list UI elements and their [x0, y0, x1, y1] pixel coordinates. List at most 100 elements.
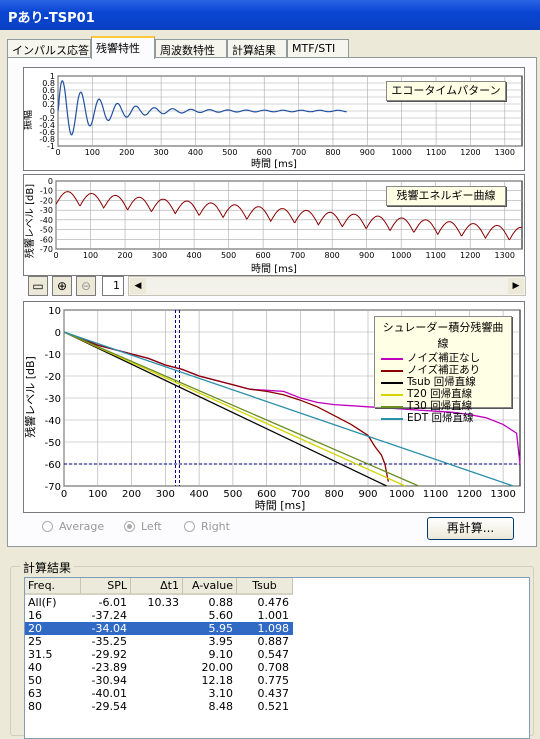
echo-waveform [57, 80, 347, 136]
echo-x-tick: 600 [257, 148, 272, 157]
schroeder-x-tick: 600 [257, 489, 276, 500]
series-line-3 [63, 331, 387, 487]
column-header-tsub[interactable]: Tsub [237, 578, 293, 595]
column-header-freq[interactable]: Freq. [25, 578, 81, 595]
table-cell: 1.098 [257, 622, 290, 635]
tab-frequency[interactable]: 周波数特性 [155, 39, 227, 58]
radio-left-label: Left [141, 520, 162, 533]
legend-item: ノイズ補正なし [379, 352, 507, 364]
tab-mtf-sti[interactable]: MTF/STI [287, 39, 349, 58]
table-cell: 5.95 [208, 622, 234, 635]
table-row[interactable]: 20 -34.04 5.95 1.098 [25, 622, 293, 635]
energy-curve [55, 191, 523, 241]
legend-label: ノイズ補正あり [407, 364, 481, 376]
schroeder-x-tick: 1000 [389, 489, 414, 500]
legend-swatch [381, 406, 403, 408]
table-row[interactable]: 31.5 -29.92 9.10 0.547 [25, 648, 293, 661]
series-line-2 [63, 331, 389, 482]
column-header-a-value[interactable]: A-value [183, 578, 237, 595]
echo-y-tick: 0.8 [42, 79, 55, 88]
recalculate-button[interactable]: 再計算... [427, 517, 514, 540]
series-line-6 [63, 331, 514, 487]
radio-average-dot [42, 521, 53, 532]
table-row[interactable]: 25 -35.25 3.95 0.887 [25, 635, 293, 648]
echo-legend: エコータイムパターン [386, 81, 506, 101]
tab-strip: インパルス応答 残響特性 周波数特性 計算結果 MTF/STI [7, 36, 537, 59]
energy-y-tick: -30 [40, 206, 53, 215]
scroll-right-icon[interactable]: ▶ [508, 278, 524, 294]
tab-impulse-response[interactable]: インパルス応答 [7, 39, 91, 58]
table-cell: -29.92 [91, 648, 127, 661]
tab-reverberation[interactable]: 残響特性 [91, 36, 155, 59]
table-cell: 50 [28, 674, 42, 687]
table-cell: -35.25 [91, 635, 127, 648]
table-cell [131, 700, 179, 713]
legend-swatch [381, 382, 403, 384]
page-number-field[interactable]: 1 [102, 276, 124, 296]
legend-item: ノイズ補正あり [379, 364, 507, 376]
echo-x-tick: 800 [325, 148, 340, 157]
legend-swatch [381, 418, 403, 420]
energy-y-tick: -50 [40, 226, 53, 235]
column-header-dt1[interactable]: Δt1 [131, 578, 183, 595]
series-line-4 [63, 331, 406, 487]
schroeder-x-tick: 900 [358, 489, 377, 500]
energy-x-tick: 500 [221, 251, 236, 260]
echo-y-tick: -1 [47, 142, 55, 151]
energy-x-tick: 1000 [391, 251, 411, 260]
table-cell: 0.775 [257, 674, 290, 687]
table-row[interactable]: 63 -40.01 3.10 0.437 [25, 687, 293, 700]
energy-x-tick: 900 [359, 251, 374, 260]
window-title: Pあり-TSP01 [8, 11, 95, 26]
energy-x-tick: 400 [186, 251, 201, 260]
schroeder-y-tick: -30 [45, 394, 61, 405]
echo-y-label: 振幅 [24, 110, 34, 130]
echo-y-tick: 0.4 [42, 93, 55, 102]
table-cell: 0.437 [257, 687, 290, 700]
table-cell [131, 687, 179, 700]
window-title-bar[interactable]: Pあり-TSP01 [0, 0, 540, 30]
column-header-spl[interactable]: SPL [81, 578, 131, 595]
legend-swatch [381, 358, 403, 360]
echo-y-tick: -0.2 [39, 114, 55, 123]
radio-average[interactable]: Average [42, 520, 104, 533]
radio-left[interactable]: Left [124, 520, 162, 533]
radio-left-dot [124, 521, 135, 532]
zoom-out-icon[interactable]: ⊖ [76, 276, 96, 296]
echo-x-tick: 100 [85, 148, 100, 157]
radio-right[interactable]: Right [184, 520, 230, 533]
table-cell: 63 [28, 687, 42, 700]
energy-x-tick: 1100 [426, 251, 446, 260]
table-cell [131, 674, 179, 687]
energy-x-tick: 200 [117, 251, 132, 260]
echo-x-tick: 200 [119, 148, 134, 157]
table-row[interactable]: 16 -37.24 5.60 1.001 [25, 609, 293, 622]
energy-y-tick: 0 [48, 177, 53, 186]
schroeder-y-tick: -20 [45, 372, 61, 383]
zoom-in-icon[interactable]: ⊕ [52, 276, 72, 296]
schroeder-x-tick: 1100 [423, 489, 448, 500]
table-cell: 20 [28, 622, 42, 635]
table-row[interactable]: 40 -23.89 20.00 0.708 [25, 661, 293, 674]
table-cell [131, 648, 179, 661]
table-cell: 0.887 [257, 635, 290, 648]
scroll-left-icon[interactable]: ◀ [130, 278, 146, 294]
schroeder-y-tick: 10 [48, 306, 61, 317]
table-cell: -29.54 [91, 700, 127, 713]
table-cell: 80 [28, 700, 42, 713]
echo-chart-window: 0 100 200 300 400 500 600 700 800 900 1000 1100 1200… [21, 67, 525, 171]
echo-x-tick: 1000 [392, 148, 412, 157]
horizontal-scrollbar[interactable]: ◀ ▶ [128, 276, 526, 296]
table-cell: 3.10 [208, 687, 234, 700]
table-row[interactable]: 50 -30.94 12.18 0.775 [25, 674, 293, 687]
tab-results[interactable]: 計算結果 [227, 39, 287, 58]
table-row[interactable]: 80 -29.54 8.48 0.521 [25, 700, 293, 713]
echo-x-tick: 700 [291, 148, 306, 157]
schroeder-x-tick: 1300 [490, 489, 515, 500]
table-cell: 16 [28, 609, 42, 622]
echo-x-tick: 400 [188, 148, 203, 157]
fit-view-icon[interactable]: ▭ [28, 276, 48, 296]
table-cell [131, 622, 179, 635]
table-row[interactable]: All(F) -6.01 10.33 0.88 0.476 [25, 596, 293, 609]
results-table[interactable]: Freq. SPL Δt1 A-value Tsub All(F) -6.01 10… [24, 577, 530, 739]
